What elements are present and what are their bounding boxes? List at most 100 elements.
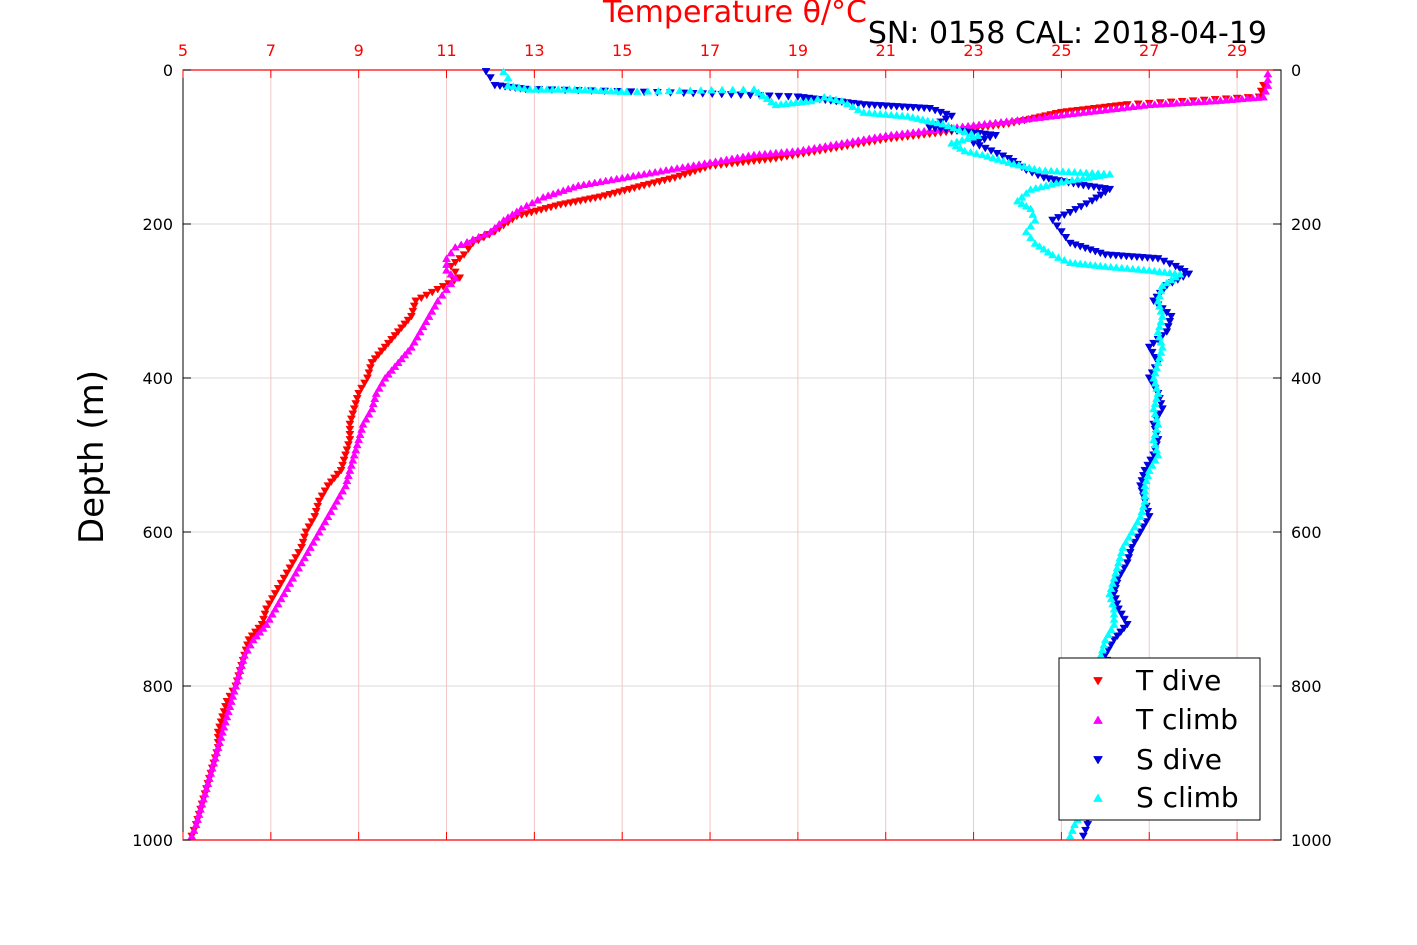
data-point-t-climb [308, 538, 318, 546]
data-point-s-climb [1106, 584, 1116, 592]
data-point-t-climb [760, 149, 770, 158]
data-point-s-climb [1099, 640, 1109, 649]
data-point-t-climb [335, 491, 345, 500]
data-point-s-climb [1054, 253, 1063, 261]
y-tick-label-right: 400 [1291, 369, 1322, 388]
y-axis-label: Depth (m) [72, 370, 112, 544]
data-point-t-dive [370, 355, 380, 363]
data-point-s-climb [1030, 216, 1040, 224]
data-point-s-climb [1160, 268, 1170, 276]
data-point-t-climb [1253, 93, 1263, 101]
x-tick-label: 23 [963, 41, 983, 60]
data-point-s-climb [1013, 196, 1022, 205]
data-point-t-climb [1051, 111, 1061, 120]
data-point-s-climb [1171, 272, 1181, 281]
data-point-s-climb [1095, 261, 1105, 270]
data-point-t-climb [667, 165, 677, 173]
data-point-s-climb [886, 110, 896, 119]
data-point-s-climb [1036, 182, 1046, 191]
data-point-s-climb [1141, 476, 1151, 485]
data-point-t-climb [231, 681, 241, 690]
y-tick-label: 400 [142, 369, 173, 388]
data-point-t-dive [357, 384, 367, 393]
data-point-s-climb [1157, 343, 1167, 351]
data-point-s-climb [585, 85, 595, 94]
data-point-t-climb [213, 743, 223, 752]
data-point-s-dive [1165, 260, 1175, 268]
data-point-t-climb [974, 120, 984, 128]
data-point-t-climb [623, 172, 633, 181]
data-point-t-climb [584, 179, 594, 188]
data-point-s-dive [1162, 309, 1172, 317]
data-point-t-dive [260, 610, 270, 619]
data-point-t-climb [897, 129, 907, 137]
data-point-t-climb [252, 631, 262, 640]
data-point-t-climb [1117, 103, 1127, 112]
data-point-s-climb [525, 85, 535, 93]
data-point-s-climb [503, 81, 513, 89]
data-point-t-climb [683, 162, 693, 170]
data-point-s-climb [675, 86, 685, 95]
data-point-t-climb [352, 440, 362, 449]
legend-marker-s-climb [1093, 793, 1103, 802]
data-point-t-climb [377, 379, 387, 387]
data-point-s-climb [1116, 548, 1126, 556]
data-point-s-climb [968, 132, 978, 141]
data-point-s-climb [1122, 264, 1132, 272]
data-point-t-climb [548, 189, 558, 198]
data-point-s-climb [1041, 181, 1051, 189]
data-point-t-climb [1166, 99, 1176, 107]
data-point-t-climb [815, 142, 825, 151]
data-point-s-climb [960, 127, 970, 136]
data-point-t-climb [1261, 87, 1271, 95]
y-tick-label: 600 [142, 523, 173, 542]
data-point-s-dive [1143, 508, 1153, 516]
data-point-t-climb [820, 141, 830, 150]
data-point-t-climb [512, 207, 522, 215]
data-point-t-climb [361, 414, 371, 423]
data-point-s-climb [1153, 420, 1163, 428]
data-point-t-climb [300, 553, 309, 562]
data-point-s-climb [1106, 625, 1116, 633]
data-point-s-climb [1064, 167, 1074, 176]
x-tick-label: 15 [612, 41, 632, 60]
data-point-t-dive [411, 297, 421, 306]
legend-label-s-dive: S dive [1136, 743, 1222, 776]
data-point-t-climb [1194, 97, 1204, 106]
data-point-t-climb [1122, 103, 1132, 111]
data-point-t-climb [749, 150, 759, 159]
data-point-t-climb [1205, 97, 1215, 105]
data-point-t-climb [332, 497, 342, 505]
data-point-t-dive [294, 549, 304, 557]
data-point-s-climb [831, 95, 841, 103]
data-point-s-dive [1165, 318, 1175, 326]
data-point-t-climb [267, 610, 277, 618]
x-tick-label: 21 [876, 41, 896, 60]
data-point-s-dive [886, 102, 896, 111]
data-point-s-climb [1156, 337, 1166, 346]
data-point-t-dive [276, 579, 286, 588]
data-point-t-climb [237, 661, 246, 669]
data-point-t-climb [326, 507, 336, 515]
data-point-s-climb [1109, 574, 1119, 582]
data-point-s-dive [1149, 339, 1159, 348]
data-point-t-climb [442, 266, 451, 274]
data-point-s-climb [1078, 174, 1088, 182]
data-point-t-climb [980, 119, 989, 128]
data-point-s-climb [988, 153, 998, 162]
data-point-s-climb [1100, 262, 1110, 270]
data-point-t-climb [826, 140, 836, 149]
data-point-t-climb [568, 183, 578, 191]
data-point-t-climb [875, 132, 885, 140]
data-point-s-climb [1039, 244, 1049, 253]
data-point-s-climb [993, 155, 1003, 163]
data-point-t-dive [304, 523, 314, 531]
data-point-s-climb [1090, 261, 1100, 269]
data-point-s-climb [1150, 399, 1160, 408]
legend-marker-s-dive [1093, 756, 1103, 765]
data-point-t-dive [400, 320, 410, 329]
data-point-t-climb [1128, 102, 1138, 111]
data-point-s-climb [951, 141, 961, 150]
data-point-t-dive [259, 615, 268, 624]
